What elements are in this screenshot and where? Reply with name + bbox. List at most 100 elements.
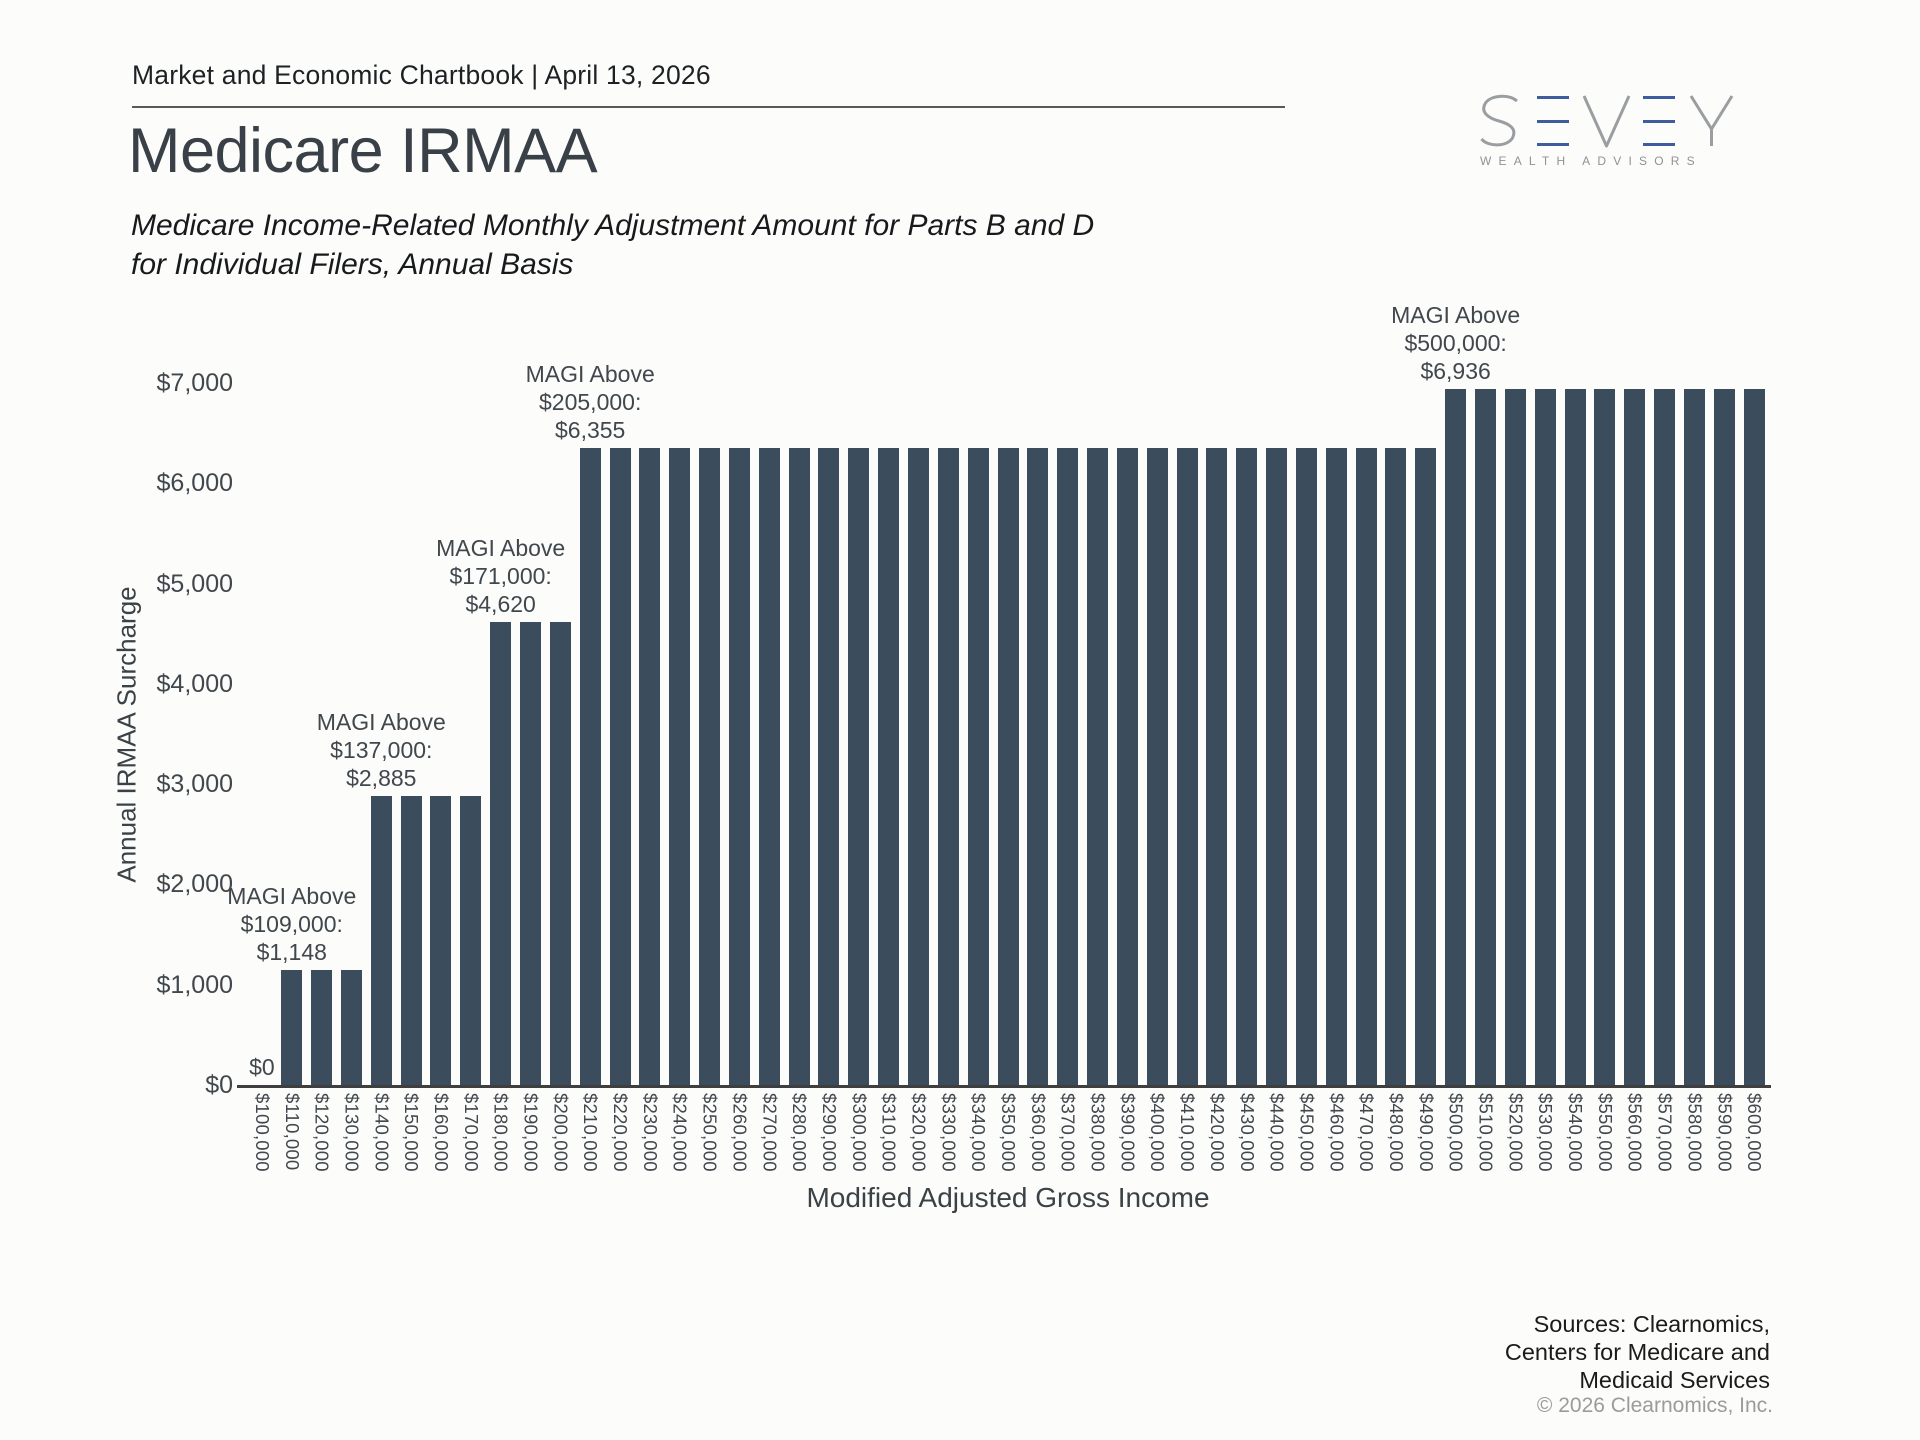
bar bbox=[1057, 447, 1079, 1085]
x-tick-label: $440,000 bbox=[1266, 1093, 1288, 1172]
x-tick-label: $190,000 bbox=[520, 1093, 542, 1172]
x-tick: $430,000 bbox=[1232, 1093, 1262, 1181]
bar-column-$450,000 bbox=[1292, 383, 1322, 1085]
plot-area bbox=[247, 383, 1769, 1085]
x-tick: $400,000 bbox=[1142, 1093, 1172, 1181]
x-tick: $390,000 bbox=[1112, 1093, 1142, 1181]
x-tick: $510,000 bbox=[1471, 1093, 1501, 1181]
x-tick-label: $200,000 bbox=[550, 1093, 572, 1172]
bar bbox=[609, 447, 631, 1085]
bar-column-$110,000 bbox=[277, 383, 307, 1085]
bar-column-$140,000 bbox=[366, 383, 396, 1085]
bar bbox=[1475, 389, 1497, 1085]
bar bbox=[1445, 389, 1467, 1085]
bar-column-$490,000 bbox=[1411, 383, 1441, 1085]
x-tick-label: $360,000 bbox=[1027, 1093, 1049, 1172]
x-tick: $540,000 bbox=[1560, 1093, 1590, 1181]
bar-column-$280,000 bbox=[784, 383, 814, 1085]
x-tick: $110,000 bbox=[277, 1093, 307, 1181]
x-tick: $590,000 bbox=[1709, 1093, 1739, 1181]
x-tick-label: $130,000 bbox=[341, 1093, 363, 1172]
x-tick-label: $430,000 bbox=[1236, 1093, 1258, 1172]
bar-column-$190,000 bbox=[516, 383, 546, 1085]
x-tick-label: $120,000 bbox=[311, 1093, 333, 1172]
bar bbox=[699, 447, 721, 1085]
x-tick-label: $320,000 bbox=[908, 1093, 930, 1172]
y-tick-label: $4,000 bbox=[156, 669, 233, 698]
magi-annotation: MAGI Above $500,000: $6,936 bbox=[1391, 301, 1520, 385]
bar-column-$100,000 bbox=[247, 383, 277, 1085]
x-axis-line bbox=[237, 1085, 1771, 1088]
bar-column-$270,000 bbox=[754, 383, 784, 1085]
magi-annotation: $0 bbox=[249, 1053, 275, 1081]
y-tick-label: $0 bbox=[205, 1071, 233, 1099]
x-tick: $160,000 bbox=[426, 1093, 456, 1181]
x-tick-label: $240,000 bbox=[669, 1093, 691, 1172]
x-tick-label: $350,000 bbox=[998, 1093, 1020, 1172]
bar bbox=[848, 447, 870, 1085]
x-tick: $210,000 bbox=[575, 1093, 605, 1181]
bar bbox=[937, 447, 959, 1085]
x-tick: $460,000 bbox=[1321, 1093, 1351, 1181]
sevey-logo: WEALTH ADVISORS bbox=[1480, 92, 1735, 168]
x-tick: $220,000 bbox=[605, 1093, 635, 1181]
bar bbox=[1027, 447, 1049, 1085]
bar bbox=[788, 447, 810, 1085]
annotation-line: $2,885 bbox=[346, 764, 417, 791]
bar bbox=[639, 447, 661, 1085]
bar bbox=[1594, 389, 1616, 1085]
bar bbox=[758, 447, 780, 1085]
bar-column-$590,000 bbox=[1709, 383, 1739, 1085]
annotation-line: $6,355 bbox=[555, 416, 626, 443]
bar bbox=[1295, 447, 1317, 1085]
x-tick-label: $160,000 bbox=[430, 1093, 452, 1172]
bar bbox=[579, 447, 601, 1085]
bar-column-$460,000 bbox=[1321, 383, 1351, 1085]
x-tick-label: $460,000 bbox=[1326, 1093, 1348, 1172]
magi-annotation: MAGI Above $171,000: $4,620 bbox=[436, 534, 565, 618]
x-tick-label: $270,000 bbox=[759, 1093, 781, 1172]
source-line: Sources: Clearnomics, bbox=[1533, 1311, 1770, 1337]
x-tick-label: $170,000 bbox=[460, 1093, 482, 1172]
y-tick-label: $3,000 bbox=[156, 770, 233, 799]
bar bbox=[1116, 447, 1138, 1085]
bar-column-$290,000 bbox=[814, 383, 844, 1085]
logo-tagline: WEALTH ADVISORS bbox=[1480, 154, 1702, 168]
bar-column-$560,000 bbox=[1620, 383, 1650, 1085]
bar-column-$570,000 bbox=[1650, 383, 1680, 1085]
bar-column-$160,000 bbox=[426, 383, 456, 1085]
x-tick: $370,000 bbox=[1053, 1093, 1083, 1181]
bar bbox=[549, 621, 571, 1085]
x-tick: $300,000 bbox=[844, 1093, 874, 1181]
x-tick: $550,000 bbox=[1590, 1093, 1620, 1181]
x-tick: $530,000 bbox=[1530, 1093, 1560, 1181]
bar bbox=[1624, 389, 1646, 1085]
x-axis-title: Modified Adjusted Gross Income bbox=[806, 1182, 1210, 1213]
copyright-note: © 2026 Clearnomics, Inc. bbox=[1536, 1394, 1773, 1417]
bar bbox=[1743, 389, 1765, 1085]
x-tick: $200,000 bbox=[545, 1093, 575, 1181]
x-tick-label: $370,000 bbox=[1057, 1093, 1079, 1172]
x-tick-label: $100,000 bbox=[251, 1093, 273, 1172]
bar-column-$420,000 bbox=[1202, 383, 1232, 1085]
bar-column-$330,000 bbox=[933, 383, 963, 1085]
bar bbox=[1176, 447, 1198, 1085]
x-tick-label: $530,000 bbox=[1535, 1093, 1557, 1172]
x-tick-label: $380,000 bbox=[1087, 1093, 1109, 1172]
y-tick-label: $7,000 bbox=[156, 369, 233, 397]
bar-column-$220,000 bbox=[605, 383, 635, 1085]
bar-column-$340,000 bbox=[963, 383, 993, 1085]
x-tick: $450,000 bbox=[1292, 1093, 1322, 1181]
x-tick: $470,000 bbox=[1351, 1093, 1381, 1181]
annotation-line: MAGI Above bbox=[436, 534, 566, 561]
x-tick-label: $550,000 bbox=[1594, 1093, 1616, 1172]
annotation-line: MAGI Above bbox=[525, 360, 655, 387]
x-tick-label: $390,000 bbox=[1117, 1093, 1139, 1172]
x-axis-ticks: $100,000 $110,000 $120,000 $130,000 $140,000… bbox=[247, 1093, 1769, 1181]
x-tick: $270,000 bbox=[754, 1093, 784, 1181]
x-tick-label: $560,000 bbox=[1624, 1093, 1646, 1172]
bar-column-$530,000 bbox=[1530, 383, 1560, 1085]
x-tick-label: $580,000 bbox=[1684, 1093, 1706, 1172]
x-tick-label: $300,000 bbox=[848, 1093, 870, 1172]
bar-column-$510,000 bbox=[1471, 383, 1501, 1085]
